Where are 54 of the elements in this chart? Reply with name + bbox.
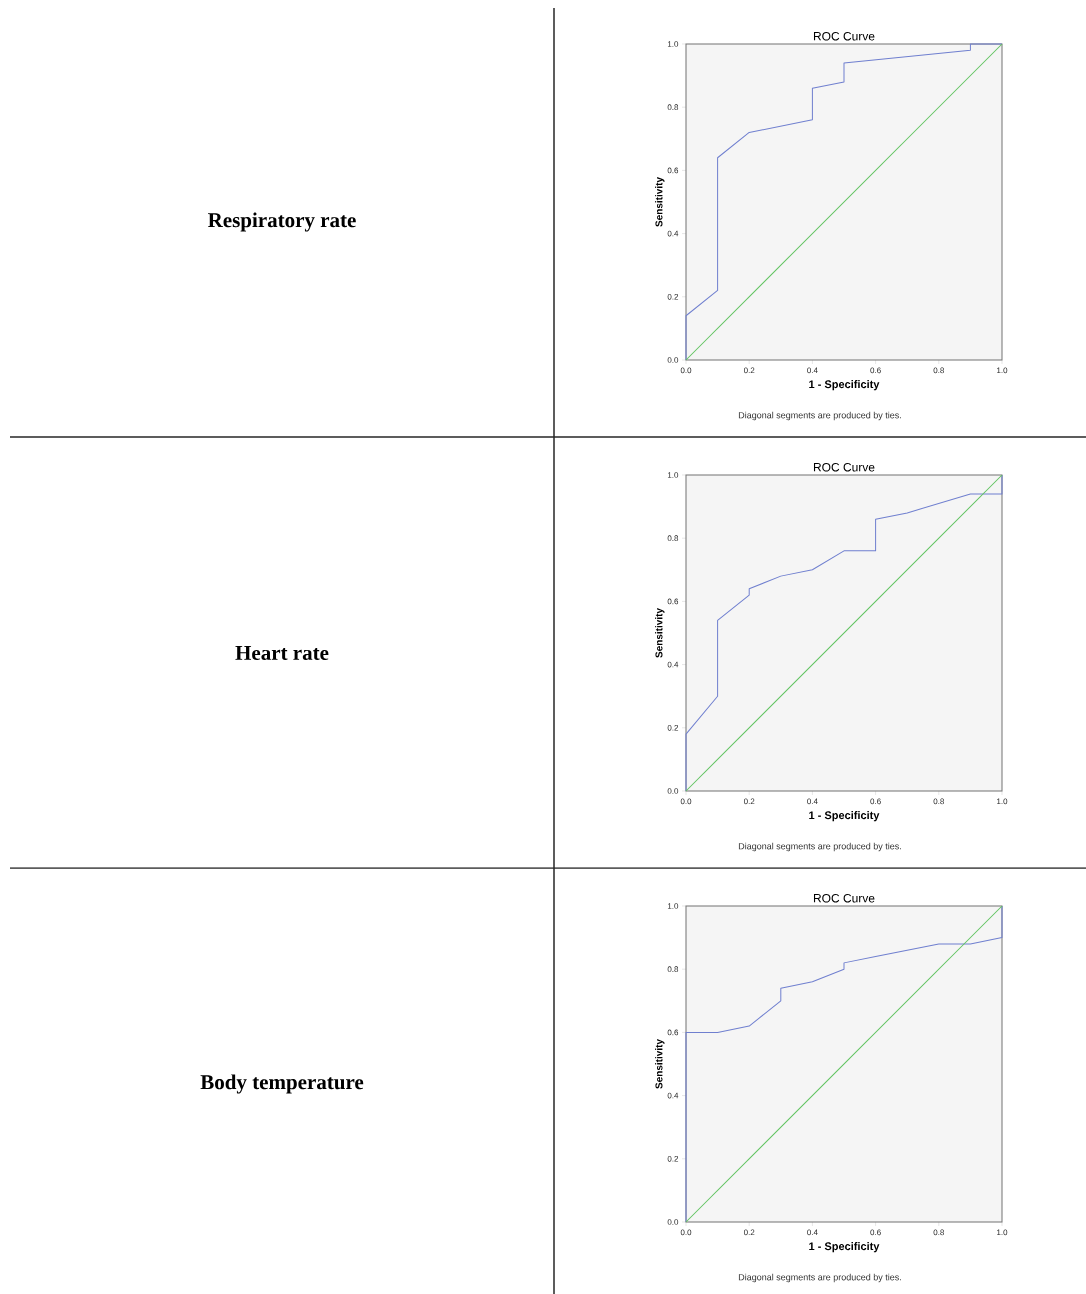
text: Respiratory rate bbox=[208, 212, 356, 232]
y-tick-label: 0.0 bbox=[667, 788, 679, 794]
chart-title: ROC Curve bbox=[813, 893, 875, 903]
x-tick-label: 0.2 bbox=[743, 367, 755, 374]
x-tick-label: 0.2 bbox=[743, 1229, 755, 1236]
x-tick-label: 0.6 bbox=[870, 367, 881, 374]
text: Diagonal segments are produced by ties. bbox=[738, 842, 901, 852]
x-tick-label: 0.6 bbox=[870, 1229, 881, 1236]
text: Heart rate bbox=[235, 646, 329, 660]
y-tick-label: 0.0 bbox=[667, 1219, 679, 1225]
line-series bbox=[685, 474, 1003, 792]
y-tick-label: 0.6 bbox=[667, 1029, 679, 1036]
y-tick-label: 0.2 bbox=[667, 724, 679, 731]
y-tick-label: 0.8 bbox=[667, 535, 679, 542]
x-axis-title: 1 - Specificity bbox=[809, 811, 880, 822]
y-tick-label: 1.0 bbox=[667, 903, 679, 909]
y-axis-title: Sensitivity bbox=[655, 1039, 665, 1089]
x-tick-label: 0.2 bbox=[743, 798, 755, 805]
x-tick-label: 1.0 bbox=[997, 798, 1008, 805]
y-tick-label: 0.4 bbox=[667, 1092, 679, 1099]
text: Diagonal segments are produced by ties. bbox=[738, 1273, 901, 1283]
x-tick-label: 1.0 bbox=[997, 367, 1008, 374]
y-tick-label: 0.0 bbox=[667, 357, 679, 363]
x-tick-label: 0.8 bbox=[933, 1229, 944, 1236]
y-axis-title: Sensitivity bbox=[655, 177, 665, 227]
x-tick-label: 0.4 bbox=[807, 1229, 818, 1236]
y-tick-label: 1.0 bbox=[667, 472, 679, 478]
x-axis-title: 1 - Specificity bbox=[809, 380, 880, 391]
chart-title: ROC Curve bbox=[813, 31, 875, 41]
y-tick-label: 0.6 bbox=[667, 598, 679, 605]
y-tick-label: 0.8 bbox=[667, 104, 679, 111]
y-tick-label: 0.8 bbox=[667, 966, 679, 973]
line-series bbox=[685, 43, 1003, 361]
x-axis-title: 1 - Specificity bbox=[809, 1242, 880, 1253]
x-tick-label: 0.0 bbox=[680, 367, 692, 374]
x-tick-label: 1.0 bbox=[997, 1229, 1008, 1236]
x-tick-label: 0.4 bbox=[807, 798, 818, 805]
x-tick-label: 0.6 bbox=[870, 798, 881, 805]
x-tick-label: 0.0 bbox=[680, 798, 692, 805]
x-tick-label: 0.8 bbox=[933, 798, 944, 805]
y-tick-label: 0.2 bbox=[667, 1155, 679, 1162]
chart-title: ROC Curve bbox=[813, 462, 875, 472]
x-tick-label: 0.4 bbox=[807, 367, 818, 374]
line-series bbox=[685, 905, 1003, 1223]
text: Body temperature bbox=[200, 1074, 364, 1094]
y-tick-label: 0.2 bbox=[667, 293, 679, 300]
x-tick-label: 0.8 bbox=[933, 367, 944, 374]
x-tick-label: 0.0 bbox=[680, 1229, 692, 1236]
y-tick-label: 0.4 bbox=[667, 230, 679, 237]
y-tick-label: 0.4 bbox=[667, 661, 679, 668]
y-tick-label: 1.0 bbox=[667, 41, 679, 47]
text: Diagonal segments are produced by ties. bbox=[738, 411, 901, 421]
y-tick-label: 0.6 bbox=[667, 167, 679, 174]
y-axis-title: Sensitivity bbox=[655, 608, 665, 658]
